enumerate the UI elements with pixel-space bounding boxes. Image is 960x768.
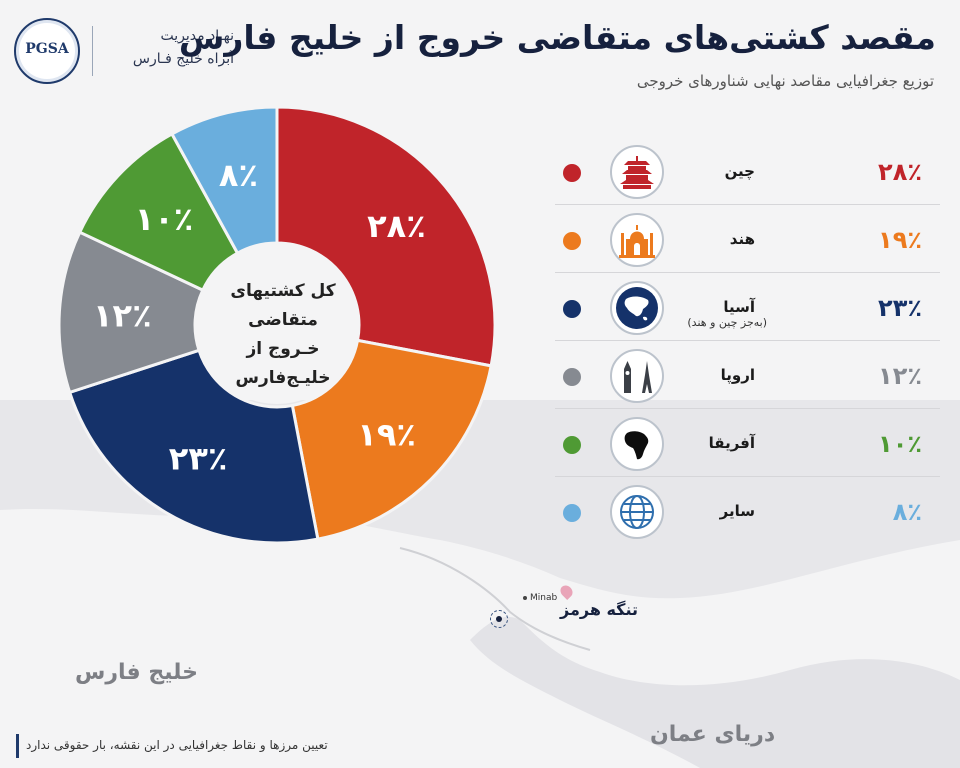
pgsa-emblem: PGSA	[14, 18, 80, 84]
pie-slice-3	[57, 230, 205, 395]
pie-slice-0	[275, 105, 497, 368]
minab-label: Minab	[530, 593, 558, 603]
page-subtitle: توزیع جغرافیایی مقاصد نهایی شناورهای خرو…	[636, 72, 934, 90]
globe-icon	[610, 485, 664, 539]
legend-percentage: ۸٪	[892, 498, 922, 526]
minab-dot	[523, 596, 527, 600]
legend-row-other: سایر ۸٪	[555, 482, 940, 542]
legend-separator	[555, 408, 940, 409]
center-label-line1: کل کشتیهای متقاضی	[230, 281, 336, 330]
slice-value-label: ۲۳٪	[169, 439, 228, 477]
pie-slice-1	[290, 338, 493, 541]
map-disclaimer: تعیین مرزها و نقاط جغرافیایی در این نقشه…	[26, 738, 328, 752]
legend-dot	[563, 300, 581, 318]
taj-mahal-icon	[610, 213, 664, 267]
legend-row-africa: آفریقا ۱۰٪	[555, 414, 940, 477]
legend-row-asia: آسیا (به‌جز چین و هند) ۲۳٪	[555, 278, 940, 341]
hormuz-marker-icon	[490, 610, 508, 628]
legend-percentage: ۲۳٪	[878, 294, 922, 322]
slice-value-label: ۱۰٪	[135, 200, 194, 238]
legend-percentage: ۱۰٪	[878, 430, 922, 458]
legend-label: آفریقا	[708, 434, 755, 452]
legend-percentage: ۲۸٪	[878, 158, 922, 186]
slice-value-label: ۲۸٪	[367, 207, 426, 245]
slice-value-label: ۱۲٪	[93, 296, 152, 334]
legend-separator	[555, 272, 940, 273]
africa-map-icon	[610, 417, 664, 471]
pie-slice-2	[67, 348, 320, 545]
pie-slice-5	[169, 105, 279, 256]
legend-label: سایر	[719, 502, 755, 520]
legend-dot	[563, 504, 581, 522]
legend-separator	[555, 204, 940, 205]
legend-note: (به‌جز چین و هند)	[687, 316, 767, 329]
legend-dot	[563, 436, 581, 454]
legend-label: چین	[724, 162, 755, 180]
legend-dot	[563, 232, 581, 250]
coastline	[399, 547, 591, 651]
center-label-line2: خـروج از خلیـج‌فارس	[235, 339, 331, 388]
disclaimer-accent-bar	[16, 734, 19, 758]
logo-text: PGSA	[25, 41, 69, 57]
logo-divider	[92, 26, 93, 76]
legend-label: اروپا	[720, 366, 755, 384]
legend-percentage: ۱۲٪	[878, 362, 922, 390]
legend-label: آسیا	[723, 298, 755, 316]
legend-row-india: هند ۱۹٪	[555, 210, 940, 273]
chart-center-label: کل کشتیهای متقاضی خـروج از خلیـج‌فارس	[198, 277, 368, 393]
org-name-line1: نهـاد مدیریت	[160, 28, 234, 44]
donut-chart: ۲۸٪ ۱۹٪ ۲۳٪ ۱۲٪ ۱۰٪ ۸٪	[57, 105, 497, 545]
big-ben-eiffel-icon	[610, 349, 664, 403]
donut-hole	[198, 246, 356, 404]
legend-separator	[555, 476, 940, 477]
slice-value-label: ۱۹٪	[357, 416, 416, 454]
legend-label: هند	[729, 230, 755, 248]
pgsa-logo: PGSA نهـاد مدیریت آبراه خلیج فـارس	[14, 18, 234, 84]
legend-dot	[563, 164, 581, 182]
landmass-peninsula	[470, 616, 960, 768]
pagoda-icon	[610, 145, 664, 199]
legend-row-europe: اروپا ۱۲٪	[555, 346, 940, 409]
legend-dot	[563, 368, 581, 386]
hormuz-label: تنگه هرمز	[560, 600, 639, 619]
legend-separator	[555, 340, 940, 341]
legend-row-china: چین ۲۸٪	[555, 142, 940, 205]
page-title: مقصد کشتی‌های متقاضی خروج از خلیج فارس	[178, 18, 936, 57]
asia-map-icon	[610, 281, 664, 335]
pie-slice-4	[77, 131, 240, 293]
persian-gulf-label: خلیج فارس	[75, 660, 199, 685]
oman-sea-label: دریای عمان	[650, 722, 776, 747]
legend-percentage: ۱۹٪	[878, 226, 922, 254]
slice-value-label: ۸٪	[219, 156, 258, 194]
org-name-line2: آبراه خلیج فـارس	[132, 51, 234, 67]
